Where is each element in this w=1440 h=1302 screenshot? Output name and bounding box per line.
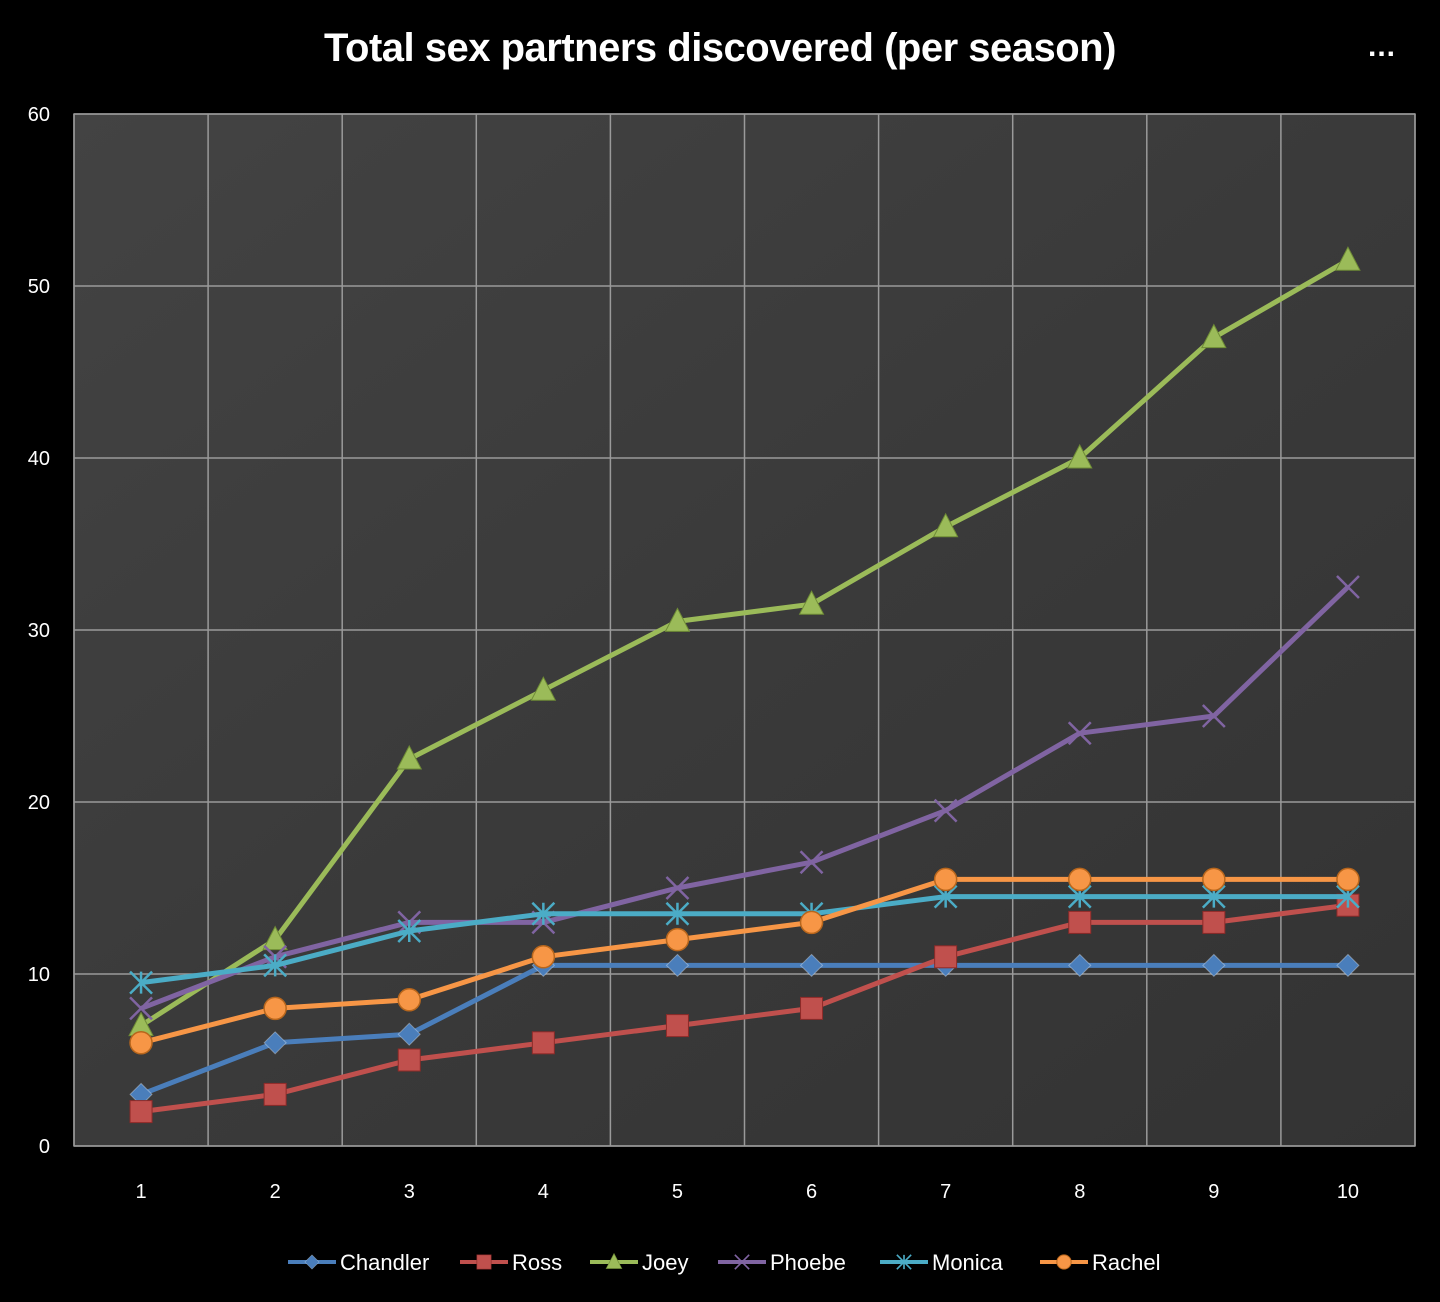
data-point-rachel (1068, 867, 1092, 892)
data-point-phoebe (1201, 704, 1226, 728)
data-point-chandler (665, 953, 690, 978)
data-point-joey (798, 590, 825, 615)
legend-marker-monica (896, 1254, 912, 1270)
data-point-joey (1201, 323, 1227, 349)
x-tick-label: 1 (135, 1181, 146, 1203)
data-point-ross (800, 996, 824, 1020)
data-point-monica (665, 901, 690, 926)
series-ross (129, 893, 1360, 1124)
data-point-chandler (263, 1031, 287, 1055)
series-line-joey (139, 258, 1350, 1028)
legend-marker-chandler (304, 1254, 320, 1270)
legend-item-ross[interactable]: Ross (460, 1250, 562, 1275)
data-point-phoebe (933, 798, 958, 823)
data-point-rachel (1336, 867, 1360, 892)
data-point-rachel (665, 927, 690, 952)
data-point-rachel (129, 1031, 153, 1055)
data-point-rachel (397, 988, 421, 1012)
legend-item-joey[interactable]: Joey (590, 1250, 688, 1275)
data-point-phoebe (129, 996, 153, 1021)
y-tick-label: 10 (28, 964, 50, 986)
data-point-ross (665, 1014, 689, 1038)
series-joey (128, 246, 1361, 1037)
data-point-rachel (933, 867, 958, 892)
data-point-rachel (1202, 867, 1226, 892)
x-tick-label: 2 (270, 1181, 281, 1203)
x-tick-label: 9 (1208, 1181, 1219, 1203)
data-point-chandler (1202, 953, 1226, 978)
data-point-ross (397, 1048, 421, 1072)
legend-label-chandler: Chandler (340, 1250, 429, 1275)
series-line-monica (140, 894, 1348, 986)
legend-item-chandler[interactable]: Chandler (288, 1250, 429, 1275)
legend-marker-ross (476, 1254, 492, 1270)
data-point-rachel (531, 945, 556, 969)
data-point-ross (1068, 910, 1092, 934)
legend-item-rachel[interactable]: Rachel (1040, 1250, 1160, 1275)
data-point-joey (664, 607, 691, 632)
data-point-ross (263, 1082, 287, 1106)
data-point-chandler (1336, 953, 1360, 978)
x-tick-label: 10 (1337, 1181, 1359, 1203)
series-line-rachel (140, 876, 1348, 1046)
chart-title: Total sex partners discovered (per seaso… (324, 26, 1116, 70)
y-tick-label: 50 (28, 276, 50, 298)
data-point-joey (262, 925, 288, 951)
legend-marker-phoebe (734, 1254, 750, 1270)
data-point-phoebe (1336, 575, 1360, 599)
series-line-chandler (140, 962, 1348, 1097)
data-point-ross (129, 1100, 153, 1124)
series-rachel (129, 867, 1360, 1055)
x-tick-label: 5 (672, 1181, 683, 1203)
legend-label-ross: Ross (512, 1250, 562, 1275)
data-point-rachel (799, 910, 824, 935)
data-point-monica (263, 953, 288, 978)
data-point-joey (1066, 443, 1093, 469)
legend-item-phoebe[interactable]: Phoebe (718, 1250, 846, 1275)
x-tick-label: 6 (806, 1181, 817, 1203)
series-line-ross (140, 902, 1349, 1115)
data-point-phoebe (799, 850, 824, 875)
x-tick-label: 8 (1074, 1181, 1085, 1203)
data-point-rachel (263, 996, 287, 1021)
y-tick-label: 40 (28, 448, 50, 470)
data-point-chandler (1068, 953, 1092, 978)
data-point-chandler (397, 1022, 421, 1046)
ellipsis-icon[interactable]: ... (1368, 30, 1397, 63)
legend-label-joey: Joey (642, 1250, 688, 1275)
y-tick-label: 0 (39, 1136, 50, 1158)
legend-item-monica[interactable]: Monica (880, 1250, 1004, 1275)
data-point-joey (1335, 246, 1361, 271)
legend-label-phoebe: Phoebe (770, 1250, 846, 1275)
data-point-joey (932, 512, 959, 538)
data-point-ross (1202, 910, 1226, 934)
data-point-monica (397, 919, 422, 943)
legend-label-monica: Monica (932, 1250, 1004, 1275)
x-tick-label: 4 (538, 1181, 549, 1203)
legend-label-rachel: Rachel (1092, 1250, 1160, 1275)
legend-marker-joey (605, 1252, 623, 1269)
x-tick-label: 7 (940, 1181, 951, 1203)
legend-marker-rachel (1056, 1254, 1072, 1270)
y-tick-label: 20 (28, 792, 50, 814)
y-tick-label: 30 (28, 620, 50, 642)
data-point-phoebe (665, 876, 690, 900)
data-point-ross (531, 1031, 555, 1055)
data-point-phoebe (1067, 721, 1092, 746)
y-tick-label: 60 (28, 104, 50, 126)
data-point-joey (530, 676, 557, 701)
data-point-monica (129, 970, 153, 995)
data-point-chandler (799, 953, 824, 978)
data-point-joey (396, 744, 423, 770)
series-line-phoebe (140, 585, 1350, 1011)
data-point-monica (531, 901, 556, 926)
data-point-ross (934, 945, 958, 969)
x-tick-label: 3 (404, 1181, 415, 1203)
